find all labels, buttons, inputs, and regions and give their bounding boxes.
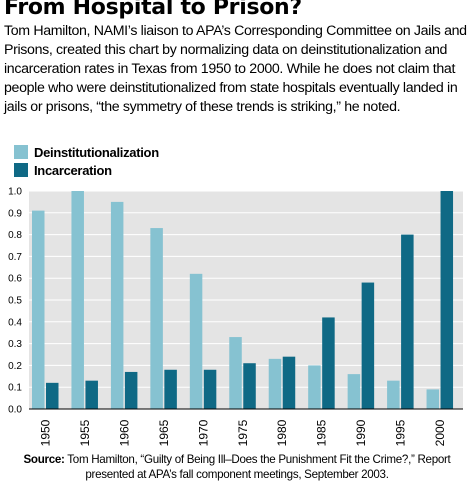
bar-incarceration-1960 bbox=[124, 371, 138, 409]
bar-deinstitutionalization-1960 bbox=[110, 201, 124, 409]
y-tick-label: 0.5 bbox=[8, 296, 22, 307]
x-tick-label: 1985 bbox=[315, 419, 329, 446]
source-note: Source: Tom Hamilton, “Guilty of Being I… bbox=[2, 452, 472, 482]
bar-incarceration-1965 bbox=[164, 369, 177, 409]
y-tick-label: 0.4 bbox=[8, 317, 22, 328]
x-tick-label: 1980 bbox=[275, 419, 289, 446]
y-tick-label: 0.1 bbox=[8, 383, 22, 394]
bar-deinstitutionalization-1985 bbox=[308, 365, 321, 409]
bar-deinstitutionalization-1975 bbox=[229, 337, 242, 409]
x-tick-label: 1995 bbox=[394, 419, 408, 446]
bar-deinstitutionalization-2000 bbox=[426, 389, 440, 409]
y-tick-label: 0.3 bbox=[8, 339, 22, 350]
bar-deinstitutionalization-1990 bbox=[347, 374, 361, 409]
legend-label-deinstitutionalization: Deinstitutionalization bbox=[34, 144, 159, 160]
intro-paragraph: Tom Hamilton, NAMI’s liaison to APA’s Co… bbox=[4, 23, 467, 115]
bar-incarceration-1970 bbox=[203, 369, 217, 409]
x-tick-label: 1975 bbox=[236, 419, 250, 446]
y-tick-label: 0.2 bbox=[8, 361, 22, 372]
y-tick-label: 0.8 bbox=[8, 230, 22, 241]
bar-incarceration-2000 bbox=[440, 191, 454, 409]
bar-incarceration-1975 bbox=[243, 363, 256, 409]
x-tick-label: 1955 bbox=[78, 419, 92, 446]
bar-incarceration-1990 bbox=[361, 282, 375, 409]
legend-item-deinstitutionalization: Deinstitutionalization bbox=[14, 144, 159, 160]
bar-incarceration-1985 bbox=[322, 317, 335, 409]
legend-item-incarceration: Incarceration bbox=[14, 162, 112, 178]
chart-title: From Hospital to Prison? bbox=[4, 0, 302, 20]
bar-chart: 0.0 0.1 0.2 0.3 0.4 0.5 0.6 0.7 0.8 0.9 1.0 1950 195… bbox=[8, 187, 463, 446]
source-label: Source: bbox=[23, 453, 65, 466]
bar-deinstitutionalization-1965 bbox=[150, 228, 163, 409]
bar-deinstitutionalization-1980 bbox=[268, 358, 282, 409]
x-tick-label: 1990 bbox=[354, 419, 368, 446]
x-tick-label: 1950 bbox=[39, 419, 53, 446]
bar-deinstitutionalization-1995 bbox=[387, 380, 400, 409]
y-tick-label: 0.6 bbox=[8, 274, 22, 285]
x-tick-label: 1970 bbox=[196, 419, 210, 446]
source-text: Tom Hamilton, “Guilty of Being Ill–Does … bbox=[67, 453, 451, 481]
legend-label-incarceration: Incarceration bbox=[34, 162, 112, 178]
bar-deinstitutionalization-1950 bbox=[32, 210, 45, 409]
y-tick-label: 0.9 bbox=[8, 208, 22, 219]
bar-deinstitutionalization-1970 bbox=[189, 273, 203, 409]
x-tick-label: 2000 bbox=[433, 419, 447, 446]
x-tick-label: 1960 bbox=[117, 419, 131, 446]
bar-deinstitutionalization-1955 bbox=[71, 191, 84, 409]
legend-swatch-incarceration bbox=[14, 163, 28, 177]
bar-incarceration-1980 bbox=[282, 356, 296, 409]
bar-incarceration-1950 bbox=[46, 382, 59, 409]
y-tick-label: 0.7 bbox=[8, 252, 22, 263]
bar-incarceration-1955 bbox=[85, 380, 98, 409]
y-tick-label: 0.0 bbox=[8, 405, 22, 416]
y-tick-label: 1.0 bbox=[8, 187, 22, 198]
bar-incarceration-1995 bbox=[401, 234, 414, 409]
legend-swatch-deinstitutionalization bbox=[14, 145, 28, 159]
x-tick-label: 1965 bbox=[157, 419, 171, 446]
